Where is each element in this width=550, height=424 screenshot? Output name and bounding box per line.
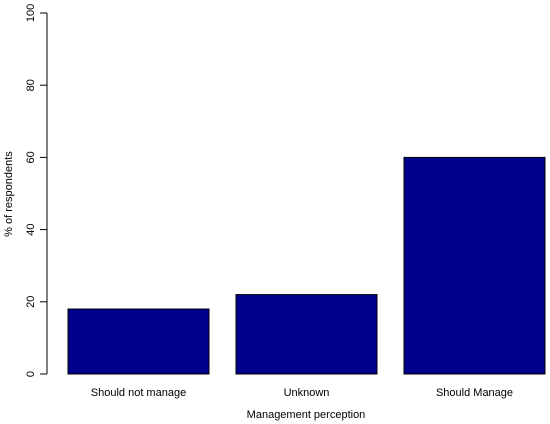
y-axis-title: % of respondents xyxy=(3,151,15,237)
y-tick-label: 40 xyxy=(25,223,37,235)
y-tick-label: 0 xyxy=(25,371,37,377)
y-tick-label: 100 xyxy=(25,4,37,22)
x-tick-label: Should Manage xyxy=(436,387,513,399)
bars xyxy=(67,156,546,375)
y-tick-label: 80 xyxy=(25,79,37,91)
y-axis: 0 20 40 60 80 100 xyxy=(25,4,48,377)
x-tick-label: Unknown xyxy=(284,387,330,399)
x-axis-title: Management perception xyxy=(247,409,366,421)
y-tick-label: 60 xyxy=(25,151,37,163)
x-tick-labels: Should not manage Unknown Should Manage xyxy=(91,387,513,399)
bar-should-manage xyxy=(403,156,546,375)
bar-unknown xyxy=(235,294,378,375)
y-tick-label: 20 xyxy=(25,296,37,308)
bar-should-not-manage xyxy=(67,308,210,375)
x-tick-label: Should not manage xyxy=(91,387,186,399)
